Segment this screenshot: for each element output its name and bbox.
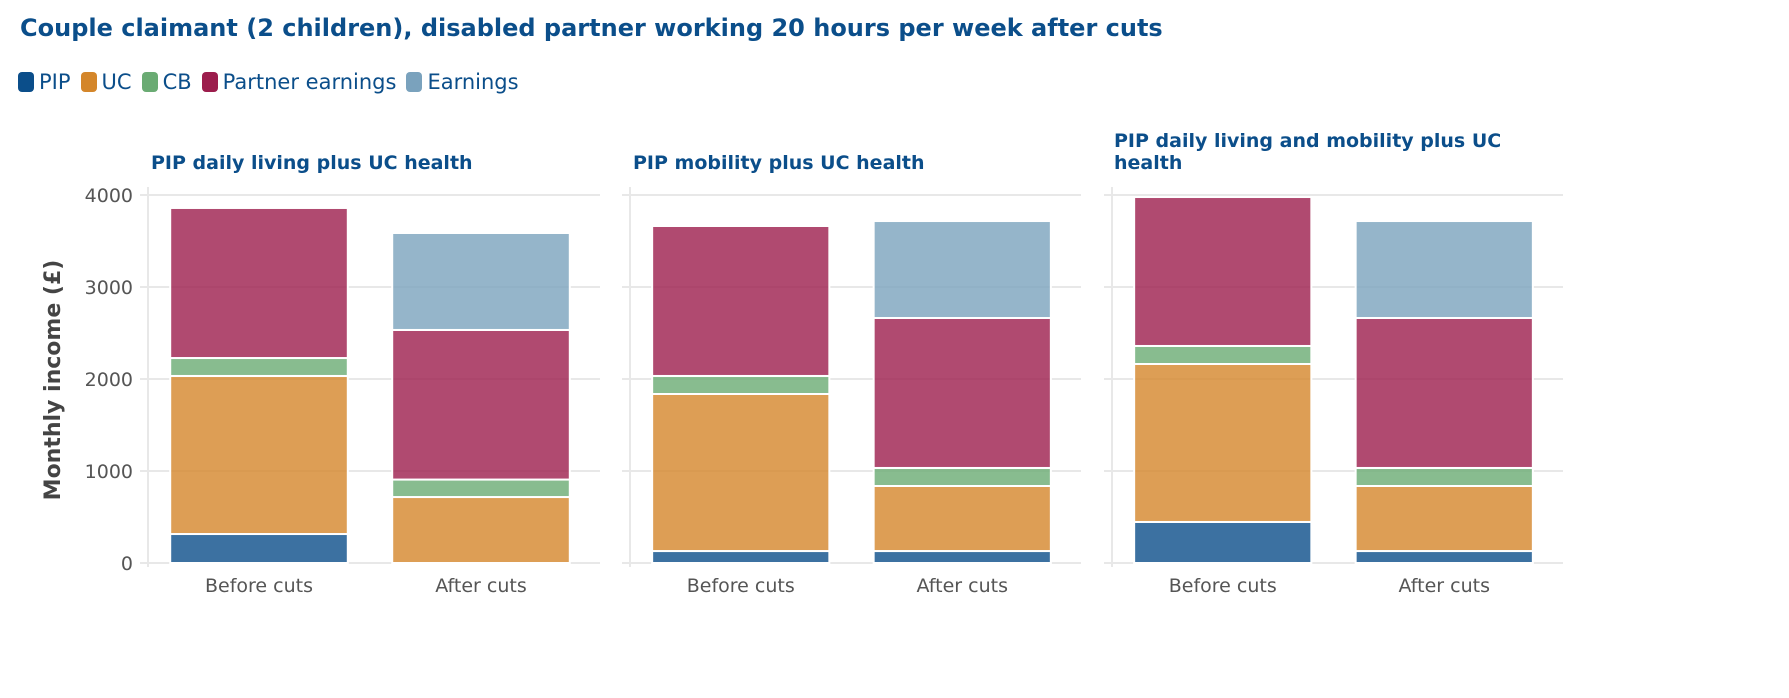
bar-segment-partner-earnings — [1133, 196, 1313, 347]
bar-segment-partner-earnings — [169, 206, 349, 360]
legend-item[interactable]: UC — [80, 70, 132, 94]
bar-segment-uc — [1133, 363, 1313, 523]
bar-segment-uc — [169, 374, 349, 536]
bar-segment-cb — [1133, 344, 1313, 366]
bar-segment-pip — [169, 533, 349, 565]
legend-swatch — [18, 72, 34, 92]
bar-segment-pip — [872, 550, 1052, 564]
legend-swatch — [406, 72, 423, 92]
bar-segment-uc — [391, 496, 571, 565]
legend-item[interactable]: Earnings — [406, 70, 519, 94]
bar-segment-partner-earnings — [872, 317, 1052, 469]
legend-swatch — [80, 72, 97, 92]
bar-segment-partner-earnings — [1354, 317, 1534, 469]
bar-segment-uc — [1354, 484, 1534, 553]
bar-segment-pip — [1354, 550, 1534, 564]
chart-title: Couple claimant (2 children), disabled p… — [20, 14, 1163, 42]
x-tick-label: After cuts — [435, 575, 527, 597]
bar-segment-cb — [1354, 466, 1534, 487]
bar-segment-earnings — [1354, 220, 1534, 320]
bar-segment-cb — [391, 478, 571, 499]
x-tick-label: After cuts — [1398, 575, 1490, 597]
x-tick-label: After cuts — [916, 575, 1008, 597]
bar-segment-uc — [651, 392, 831, 553]
y-tick-label: 3000 — [85, 277, 133, 299]
panel-title: PIP daily living plus UC health — [151, 152, 473, 174]
legend-label: Earnings — [427, 70, 519, 94]
bar-segment-partner-earnings — [651, 225, 831, 377]
legend-item[interactable]: Partner earnings — [201, 70, 397, 94]
legend-item[interactable]: CB — [141, 70, 192, 94]
y-tick-label: 2000 — [85, 369, 133, 391]
x-tick-label: Before cuts — [205, 575, 313, 597]
y-tick-label: 4000 — [85, 185, 133, 207]
legend: PIP UC CB Partner earnings Earnings — [18, 70, 519, 94]
legend-item[interactable]: PIP — [18, 70, 71, 94]
legend-label: CB — [162, 70, 192, 94]
y-axis-label: Monthly income (£) — [41, 260, 66, 501]
bar-segment-earnings — [391, 231, 571, 331]
panel-title: PIP daily living and mobility plus UC — [1114, 130, 1501, 152]
legend-label: Partner earnings — [222, 70, 397, 94]
bar-segment-pip — [1133, 520, 1313, 565]
x-tick-label: Before cuts — [1169, 575, 1277, 597]
panel-title: health — [1114, 152, 1182, 174]
bar-segment-cb — [651, 374, 831, 395]
bar-segment-cb — [169, 357, 349, 377]
legend-label: PIP — [39, 70, 71, 94]
legend-label: UC — [101, 70, 132, 94]
bar-segment-earnings — [872, 220, 1052, 320]
x-tick-label: Before cuts — [687, 575, 795, 597]
bar-segment-cb — [872, 466, 1052, 487]
panel-title: PIP mobility plus UC health — [633, 152, 925, 174]
bar-segment-partner-earnings — [391, 328, 571, 481]
y-tick-label: 0 — [121, 553, 133, 575]
legend-swatch — [141, 72, 158, 92]
y-tick-label: 1000 — [85, 461, 133, 483]
legend-swatch — [201, 72, 218, 92]
bar-segment-pip — [651, 550, 831, 564]
bar-segment-uc — [872, 484, 1052, 553]
